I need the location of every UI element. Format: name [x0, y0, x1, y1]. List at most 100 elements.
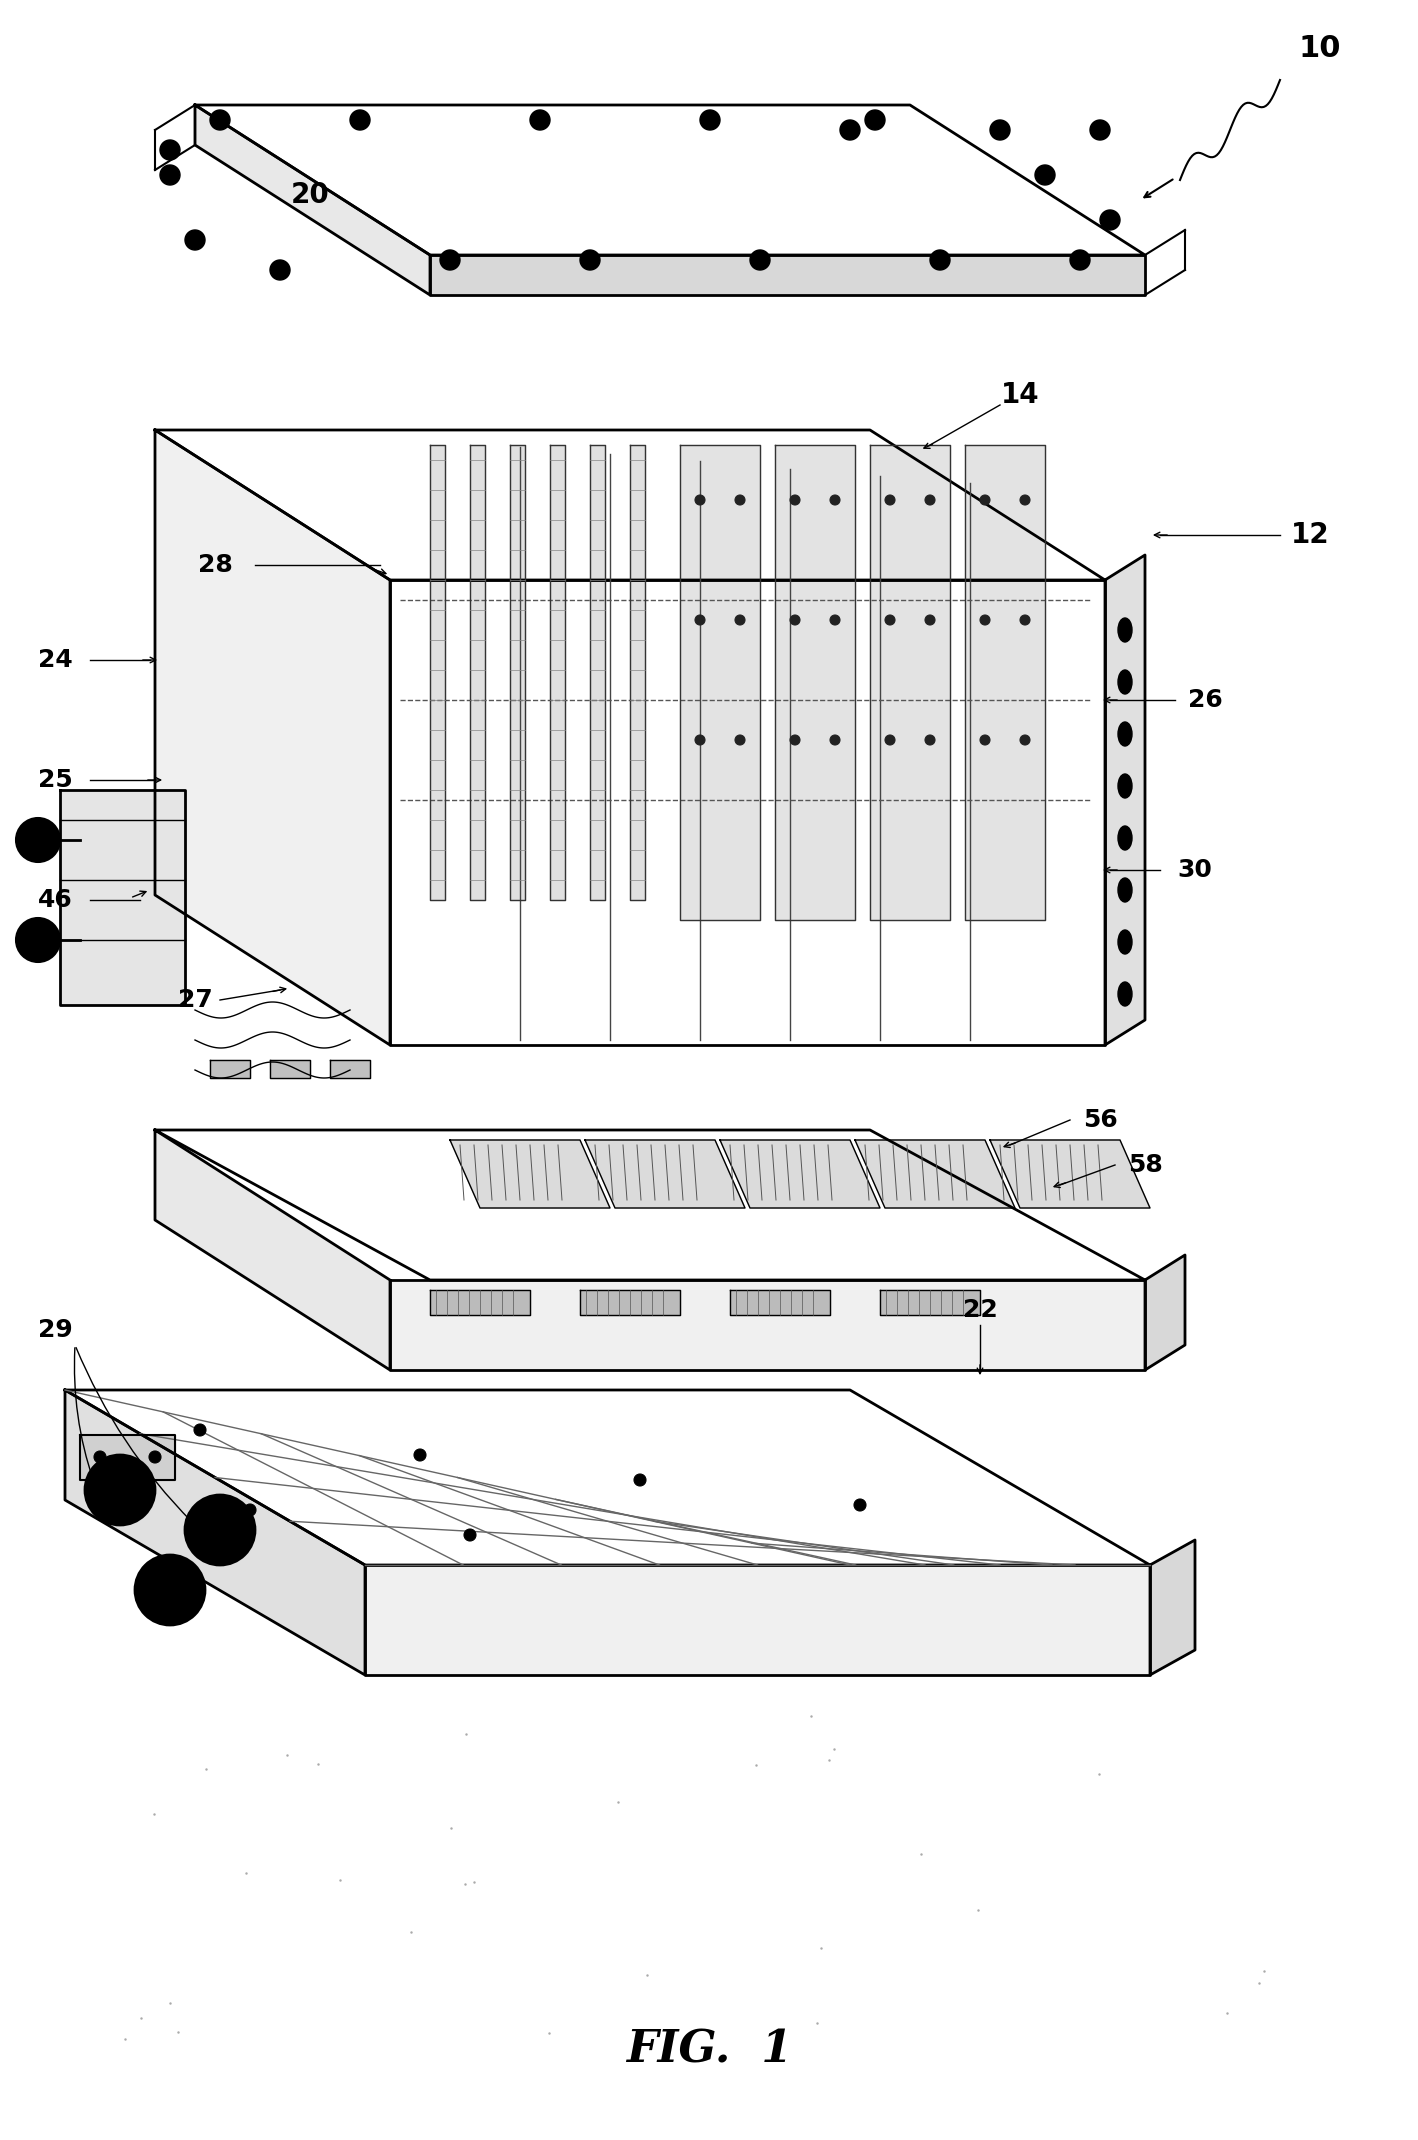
Circle shape	[839, 120, 859, 139]
Text: 26: 26	[1188, 687, 1222, 713]
Circle shape	[735, 494, 744, 505]
Circle shape	[150, 1571, 190, 1609]
Polygon shape	[430, 255, 1144, 295]
Circle shape	[1020, 614, 1029, 625]
Polygon shape	[586, 1141, 744, 1207]
Polygon shape	[1105, 554, 1144, 1044]
Circle shape	[980, 734, 990, 745]
Circle shape	[750, 250, 770, 270]
Polygon shape	[430, 445, 445, 901]
Polygon shape	[720, 1141, 881, 1207]
Polygon shape	[155, 1130, 390, 1370]
Circle shape	[695, 494, 705, 505]
Circle shape	[995, 126, 1004, 135]
Polygon shape	[580, 1290, 681, 1314]
Circle shape	[925, 734, 934, 745]
Polygon shape	[430, 1290, 530, 1314]
Circle shape	[1096, 126, 1105, 135]
Text: 29: 29	[38, 1318, 72, 1342]
Circle shape	[854, 1498, 866, 1511]
Text: 20: 20	[291, 182, 329, 210]
Circle shape	[191, 235, 199, 244]
Circle shape	[28, 931, 48, 950]
Circle shape	[756, 257, 764, 263]
Circle shape	[1106, 216, 1115, 225]
Circle shape	[885, 494, 895, 505]
Circle shape	[160, 165, 180, 184]
Circle shape	[1041, 171, 1049, 180]
Circle shape	[210, 109, 230, 131]
Text: 46: 46	[38, 888, 72, 912]
Circle shape	[200, 1511, 240, 1549]
Text: 56: 56	[1082, 1109, 1117, 1132]
Circle shape	[530, 109, 550, 131]
Ellipse shape	[1117, 931, 1132, 954]
Polygon shape	[65, 1391, 364, 1676]
Polygon shape	[79, 1436, 174, 1481]
Polygon shape	[196, 105, 430, 295]
Polygon shape	[776, 445, 855, 920]
Circle shape	[94, 1451, 106, 1464]
Polygon shape	[155, 430, 1105, 580]
Ellipse shape	[1117, 877, 1132, 901]
Polygon shape	[630, 445, 645, 901]
Circle shape	[28, 830, 48, 850]
Circle shape	[1090, 120, 1110, 139]
Circle shape	[16, 817, 60, 862]
Circle shape	[706, 116, 715, 124]
Polygon shape	[990, 1141, 1150, 1207]
Circle shape	[440, 250, 459, 270]
Text: 24: 24	[38, 648, 72, 672]
Circle shape	[847, 126, 854, 135]
Circle shape	[536, 116, 545, 124]
Text: FIG.  1: FIG. 1	[625, 2029, 793, 2072]
Circle shape	[269, 259, 291, 280]
Polygon shape	[469, 445, 485, 901]
Polygon shape	[196, 105, 1144, 255]
Circle shape	[735, 734, 744, 745]
Circle shape	[634, 1474, 647, 1485]
Circle shape	[414, 1449, 425, 1462]
Polygon shape	[730, 1290, 830, 1314]
Circle shape	[85, 1455, 155, 1526]
Circle shape	[213, 1522, 228, 1539]
Circle shape	[16, 918, 60, 963]
Circle shape	[990, 120, 1010, 139]
Circle shape	[101, 1470, 140, 1511]
Polygon shape	[966, 445, 1045, 920]
Polygon shape	[60, 790, 184, 1006]
Circle shape	[885, 734, 895, 745]
Text: 12: 12	[1290, 520, 1329, 550]
Circle shape	[790, 494, 800, 505]
Polygon shape	[364, 1564, 1150, 1676]
Circle shape	[830, 734, 839, 745]
Text: 30: 30	[1177, 858, 1212, 882]
Circle shape	[1035, 165, 1055, 184]
Polygon shape	[269, 1059, 311, 1079]
Circle shape	[1076, 257, 1083, 263]
Circle shape	[356, 116, 364, 124]
Ellipse shape	[1117, 826, 1132, 850]
Circle shape	[244, 1504, 257, 1515]
Polygon shape	[881, 1290, 980, 1314]
Ellipse shape	[1117, 670, 1132, 693]
Polygon shape	[1144, 1254, 1185, 1370]
Circle shape	[580, 250, 600, 270]
Text: 27: 27	[177, 989, 213, 1012]
Polygon shape	[590, 445, 605, 901]
Circle shape	[216, 116, 224, 124]
Circle shape	[1020, 494, 1029, 505]
Polygon shape	[65, 1391, 1150, 1564]
Circle shape	[277, 265, 284, 274]
Circle shape	[184, 1496, 255, 1564]
Circle shape	[925, 614, 934, 625]
Circle shape	[464, 1528, 476, 1541]
Circle shape	[865, 109, 885, 131]
Polygon shape	[871, 445, 950, 920]
Circle shape	[871, 116, 879, 124]
Circle shape	[162, 1581, 179, 1599]
Circle shape	[586, 257, 594, 263]
Text: 10: 10	[1299, 34, 1341, 62]
Circle shape	[695, 734, 705, 745]
Circle shape	[166, 146, 174, 154]
